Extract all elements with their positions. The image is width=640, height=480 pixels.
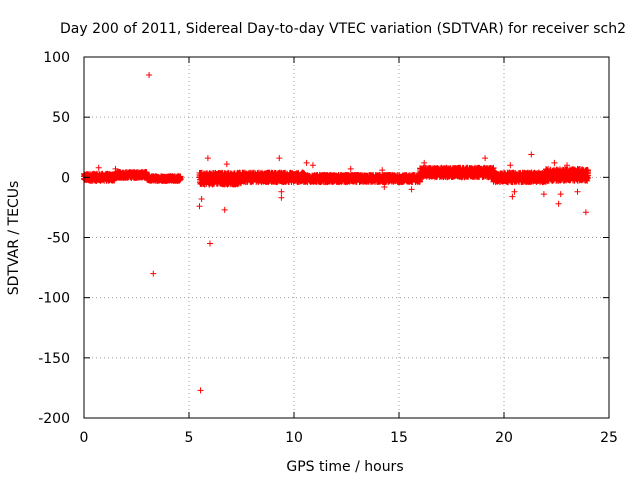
data-points [81,72,591,394]
x-tick-labels: 0 5 10 15 20 25 [80,430,618,446]
data-point [223,161,230,168]
y-tick-label: -150 [38,351,70,367]
data-point [112,165,119,172]
data-band [301,171,381,186]
y-axis-label: SDTVAR / TECUs [6,181,22,296]
data-point [421,159,428,166]
data-point [582,209,589,216]
data-point [204,155,211,162]
grid-lines [84,57,609,418]
data-point [555,200,562,207]
data-point [196,203,203,210]
data-point [278,194,285,201]
y-tick-label: 100 [43,50,70,66]
data-point [207,240,213,247]
data-point [150,270,157,277]
data-point [303,159,310,166]
data-point [482,155,489,162]
data-point [95,164,102,171]
data-point [551,159,558,166]
data-point [309,162,316,169]
data-point [278,188,285,195]
data-point [528,151,535,158]
x-tick-label: 10 [285,430,303,446]
data-point [509,193,516,200]
data-band [417,164,497,181]
data-point [379,167,386,174]
data-point [197,387,204,394]
data-band [196,169,245,188]
y-tick-label: -50 [47,231,70,247]
data-point [408,186,415,193]
data-band [543,165,591,184]
data-band [375,171,423,186]
data-point [221,206,228,213]
plot-frame [83,56,610,419]
data-band [238,169,308,186]
axis-ticks [83,56,610,419]
data-point [276,155,283,162]
y-tick-labels: -200 -150 -100 -50 0 50 100 [38,50,70,427]
x-tick-label: 5 [185,430,194,446]
data-band [490,169,549,186]
data-point [511,188,518,195]
data-point [347,165,354,172]
data-point [198,195,205,202]
x-tick-label: 15 [390,430,408,446]
x-tick-label: 20 [495,430,513,446]
data-band [144,173,184,184]
data-point [557,191,564,198]
data-point [564,162,570,169]
data-point [146,72,153,79]
data-point [381,183,388,190]
x-tick-label: 25 [600,430,618,446]
y-tick-label: 50 [52,110,70,126]
y-tick-label: -200 [38,411,70,427]
y-tick-label: -100 [38,291,70,307]
data-band [112,168,150,181]
x-tick-label: 0 [80,430,89,446]
data-point [574,188,581,195]
data-point [540,191,547,198]
y-tick-label: 0 [61,170,70,186]
x-axis-label: GPS time / hours [286,459,403,475]
data-point [507,162,514,169]
chart-title: Day 200 of 2011, Sidereal Day-to-day VTE… [60,21,626,37]
